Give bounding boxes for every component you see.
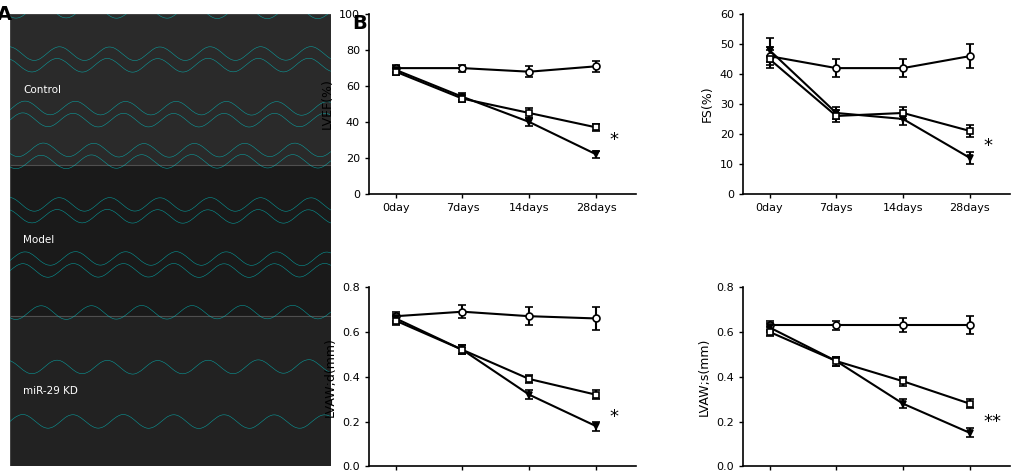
Text: A: A [0, 5, 12, 24]
Text: **: ** [982, 413, 1000, 431]
Text: *: * [982, 137, 991, 155]
Y-axis label: FS(%): FS(%) [700, 86, 713, 122]
Text: miR-29 KD: miR-29 KD [23, 386, 77, 396]
Text: Control: Control [23, 85, 61, 95]
Y-axis label: LVAW;s(mm): LVAW;s(mm) [697, 337, 710, 416]
Text: *: * [608, 131, 618, 149]
Bar [10, 316, 330, 466]
Bar [10, 165, 330, 316]
Text: B: B [352, 14, 366, 33]
Y-axis label: LVEF(%): LVEF(%) [320, 79, 333, 129]
Y-axis label: LVAW;d(mm): LVAW;d(mm) [323, 337, 336, 416]
Text: Model: Model [23, 235, 54, 246]
Bar [10, 14, 330, 165]
Text: *: * [608, 408, 618, 426]
